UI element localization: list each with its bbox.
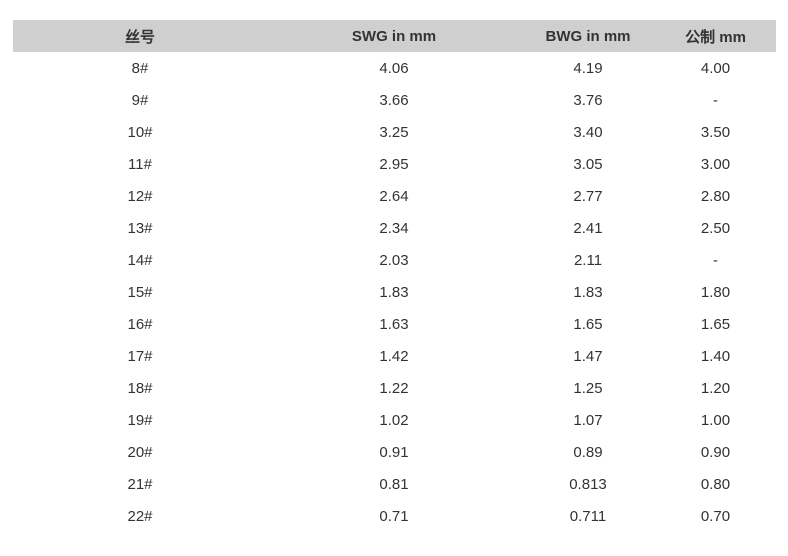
cell-swg: 1.83 (379, 283, 409, 301)
cell-swg: 0.81 (379, 475, 409, 493)
cell-bwg: 1.07 (573, 411, 603, 429)
cell-swg: 1.22 (379, 379, 409, 397)
table-row: 8# 4.06 4.19 4.00 (13, 52, 776, 84)
cell-swg: 0.91 (379, 443, 409, 461)
cell-swg: 2.95 (379, 155, 409, 173)
cell-swg: 2.64 (379, 187, 409, 205)
cell-gauge: 8# (131, 59, 149, 77)
cell-metric: 1.80 (700, 283, 731, 301)
cell-bwg: 0.89 (573, 443, 603, 461)
cell-bwg: 0.711 (569, 507, 607, 525)
header-row: 丝号 SWG in mm BWG in mm 公制 mm (13, 20, 776, 52)
cell-metric: 0.70 (700, 507, 731, 525)
cell-bwg: 4.19 (573, 59, 603, 77)
cell-metric: - (713, 91, 718, 109)
cell-metric: 1.00 (700, 411, 731, 429)
table-row: 19# 1.02 1.07 1.00 (13, 404, 776, 436)
cell-gauge: 12# (127, 187, 153, 205)
table-row: 15# 1.83 1.83 1.80 (13, 276, 776, 308)
cell-gauge: 9# (131, 91, 149, 109)
cell-metric: 1.65 (700, 315, 731, 333)
cell-metric: 4.00 (700, 59, 731, 77)
table-row: 21# 0.81 0.813 0.80 (13, 468, 776, 500)
cell-bwg: 1.25 (573, 379, 603, 397)
cell-bwg: 3.40 (573, 123, 603, 141)
cell-gauge: 11# (128, 155, 152, 173)
cell-bwg: 0.813 (569, 475, 607, 493)
cell-metric: 3.00 (700, 155, 731, 173)
cell-gauge: 22# (127, 507, 153, 525)
cell-metric: 0.80 (700, 475, 731, 493)
cell-bwg: 1.47 (573, 347, 603, 365)
table-row: 16# 1.63 1.65 1.65 (13, 308, 776, 340)
cell-bwg: 3.05 (573, 155, 603, 173)
cell-metric: 2.50 (700, 219, 731, 237)
cell-metric: 2.80 (700, 187, 731, 205)
cell-swg: 2.34 (379, 219, 409, 237)
cell-swg: 0.71 (379, 507, 409, 525)
cell-swg: 2.03 (379, 251, 409, 269)
cell-swg: 3.66 (379, 91, 409, 109)
cell-gauge: 10# (127, 123, 153, 141)
cell-swg: 1.42 (379, 347, 409, 365)
cell-gauge: 14# (127, 251, 153, 269)
header-bwg: BWG in mm (521, 20, 655, 52)
table-row: 17# 1.42 1.47 1.40 (13, 340, 776, 372)
table-row: 10# 3.25 3.40 3.50 (13, 116, 776, 148)
table-row: 22# 0.71 0.711 0.70 (13, 500, 776, 532)
table-row: 13# 2.34 2.41 2.50 (13, 212, 776, 244)
table-row: 14# 2.03 2.11 - (13, 244, 776, 276)
cell-metric: - (713, 251, 718, 269)
cell-gauge: 21# (127, 475, 153, 493)
header-swg: SWG in mm (267, 20, 521, 52)
table-row: 11# 2.95 3.05 3.00 (13, 148, 776, 180)
cell-gauge: 15# (127, 283, 153, 301)
cell-gauge: 19# (127, 411, 153, 429)
header-gauge: 丝号 (13, 20, 267, 52)
table-row: 20# 0.91 0.89 0.90 (13, 436, 776, 468)
cell-swg: 3.25 (379, 123, 409, 141)
cell-metric: 1.20 (700, 379, 731, 397)
cell-metric: 0.90 (700, 443, 731, 461)
cell-metric: 3.50 (700, 123, 731, 141)
wire-gauge-table: 丝号 SWG in mm BWG in mm 公制 mm 8# 4.06 4.19 4… (13, 20, 776, 532)
cell-swg: 4.06 (379, 59, 409, 77)
cell-gauge: 20# (127, 443, 153, 461)
table-row: 12# 2.64 2.77 2.80 (13, 180, 776, 212)
cell-bwg: 3.76 (573, 91, 603, 109)
cell-gauge: 18# (127, 379, 153, 397)
cell-bwg: 1.83 (573, 283, 603, 301)
cell-gauge: 13# (127, 219, 153, 237)
cell-bwg: 2.41 (573, 219, 603, 237)
cell-bwg: 2.77 (573, 187, 603, 205)
cell-swg: 1.02 (379, 411, 409, 429)
cell-bwg: 1.65 (573, 315, 603, 333)
cell-gauge: 16# (127, 315, 153, 333)
cell-gauge: 17# (127, 347, 153, 365)
header-metric: 公制 mm (655, 20, 776, 52)
table-row: 18# 1.22 1.25 1.20 (13, 372, 776, 404)
table-row: 9# 3.66 3.76 - (13, 84, 776, 116)
cell-metric: 1.40 (700, 347, 731, 365)
cell-bwg: 2.11 (573, 251, 603, 269)
cell-swg: 1.63 (379, 315, 409, 333)
